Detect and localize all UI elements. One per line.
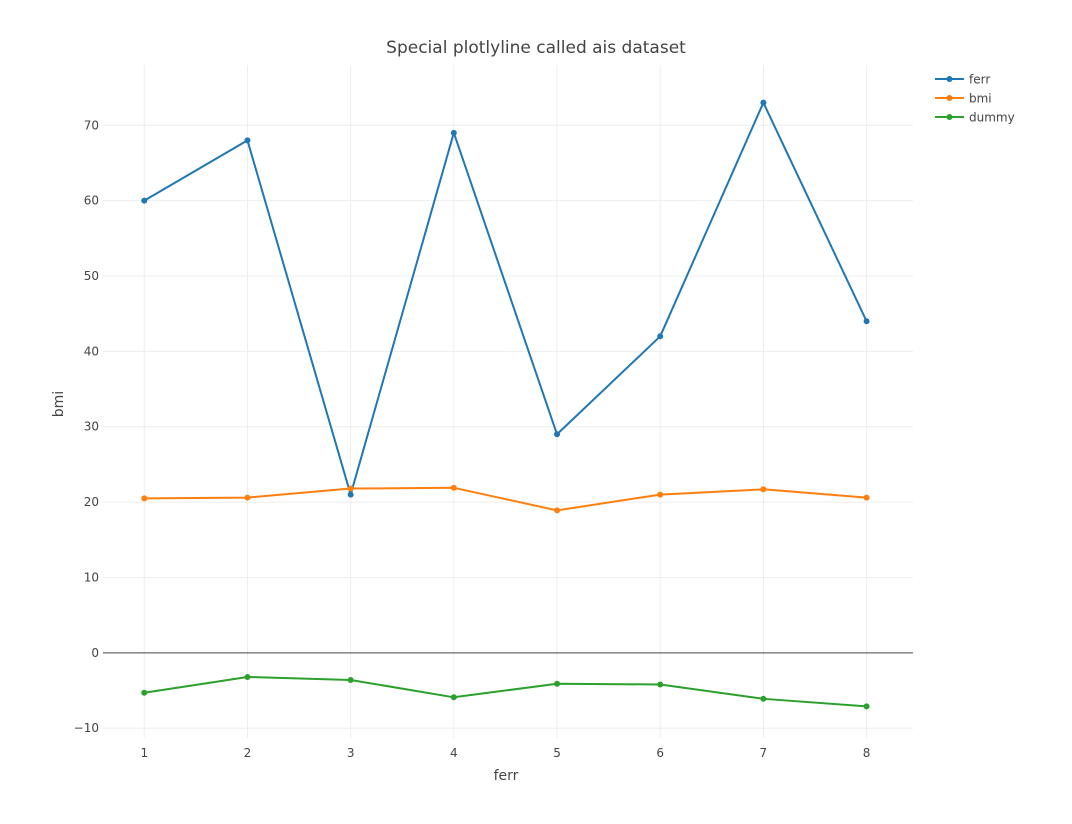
data-point-bmi [657,491,664,498]
data-point-dummy [347,676,354,683]
data-point-bmi [863,494,870,501]
series-layer [141,99,870,710]
legend-item-bmi: bmi [935,92,992,106]
x-tick-label: 8 [863,746,871,760]
data-point-bmi [141,495,148,502]
x-tick-label: 5 [553,746,561,760]
data-point-dummy [244,673,251,680]
data-point-bmi [554,507,561,514]
y-tick-label: 60 [84,194,99,208]
series-line-ferr [143,101,868,496]
x-tick-label: 4 [450,746,458,760]
data-point-ferr [863,318,870,325]
data-point-dummy [657,681,664,688]
axis-layer: 1 2 3 4 5 6 7 8 −10 0 10 20 30 40 50 60 70 [74,118,871,760]
data-point-bmi [244,494,251,501]
y-tick-label: −10 [74,721,99,735]
data-point-ferr [244,137,251,144]
legend-swatch-marker [946,114,953,120]
x-tick-label: 1 [140,746,148,760]
legend-item-ferr: ferr [935,73,990,87]
data-point-ferr [760,99,767,106]
series-ferr [141,99,870,498]
data-point-dummy [863,703,870,710]
data-point-ferr [141,197,148,204]
x-tick-label: 7 [760,746,768,760]
data-point-bmi [450,484,457,491]
series-line-dummy [144,675,867,708]
y-tick-label: 50 [84,269,99,283]
data-point-dummy [141,689,148,696]
y-tick-label: 70 [84,118,99,132]
chart-title: Special plotlyline called ais dataset [386,38,686,58]
legend: ferr bmi dummy [935,73,1015,125]
data-point-ferr [347,491,354,498]
data-point-ferr [657,333,664,340]
series-bmi [141,484,870,514]
y-tick-label: 0 [91,646,99,660]
series-line-bmi [144,486,867,512]
data-point-ferr [554,431,561,438]
legend-label: bmi [969,92,992,106]
y-tick-label: 30 [84,420,99,434]
x-tick-label: 6 [656,746,664,760]
legend-item-dummy: dummy [935,111,1015,125]
data-point-bmi [760,486,767,493]
data-point-ferr [450,129,457,136]
y-tick-label: 40 [84,344,99,358]
grid-layer [103,65,913,738]
x-tick-label: 3 [347,746,355,760]
data-point-dummy [760,695,767,702]
legend-label: dummy [969,111,1015,125]
legend-swatch-marker [946,95,953,101]
legend-swatch-marker [946,76,953,82]
x-axis-label: ferr [494,768,519,784]
y-tick-label: 10 [84,570,99,584]
y-tick-label: 20 [84,495,99,509]
data-point-bmi [347,485,354,492]
y-axis-label: bmi [51,391,67,417]
x-tick-label: 2 [244,746,252,760]
data-point-dummy [554,680,561,687]
legend-label: ferr [969,73,990,87]
series-dummy [141,673,870,710]
data-point-dummy [450,694,457,701]
